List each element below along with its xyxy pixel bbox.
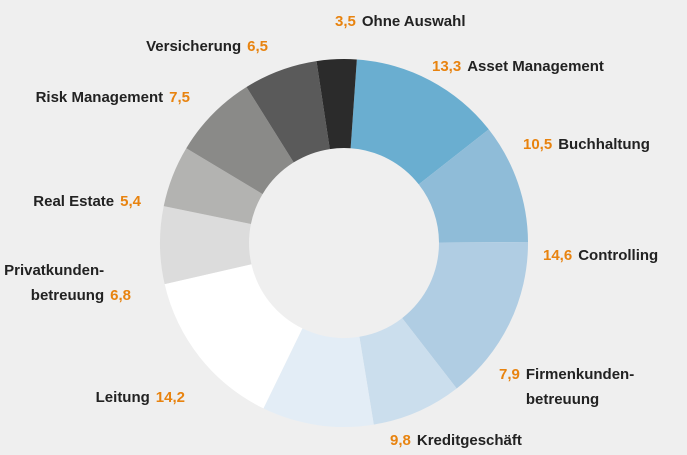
donut-slice [316,58,357,150]
category-label: Buchhaltung [558,136,650,153]
value-label: 14,6 [543,247,572,264]
donut-slice [160,206,252,285]
category-label: Controlling [578,247,658,264]
category-label: Firmenkunden-betreuung [526,366,634,408]
donut-slice [418,129,528,243]
donut-slice [402,241,528,389]
category-label: Privatkunden-betreuung [4,262,104,304]
category-label: Real Estate [33,193,114,210]
donut-slice [163,148,263,224]
donut-slice [164,264,303,409]
value-label: 13,3 [432,58,461,75]
value-label: 10,5 [523,136,552,153]
value-label: 3,5 [335,13,356,30]
value-label: 7,5 [169,89,190,106]
category-label: Ohne Auswahl [362,13,466,30]
category-label: Asset Management [467,58,604,75]
donut-slice [263,328,374,427]
value-label: 14,2 [156,389,185,406]
donut-slice [359,318,457,425]
category-label: Leitung [96,389,150,406]
category-label: Risk Management [36,89,164,106]
value-label: 5,4 [120,193,142,210]
value-label: 9,8 [390,432,411,449]
category-label: Versicherung [146,38,241,55]
donut-slice [246,61,330,163]
value-label: 6,8 [110,287,131,304]
category-label: Kreditgeschäft [417,432,522,449]
donut-slice [350,59,489,185]
value-label: 7,9 [499,366,520,383]
donut-slice [186,86,294,195]
value-label: 6,5 [247,38,268,55]
